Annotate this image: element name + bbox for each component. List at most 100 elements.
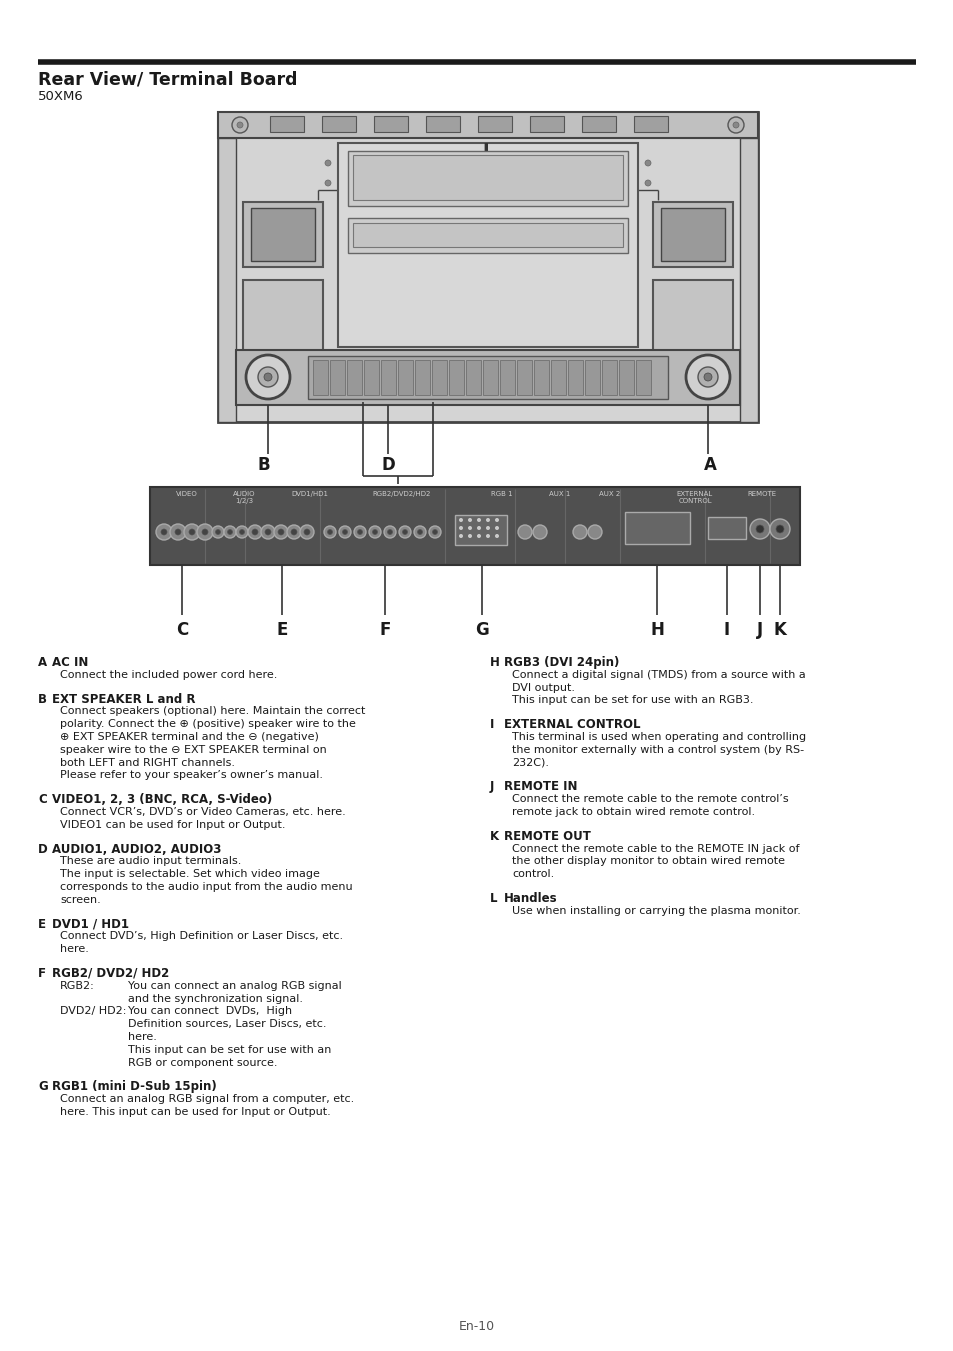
Circle shape xyxy=(485,534,490,538)
Bar xyxy=(337,143,638,347)
Text: RGB2:: RGB2: xyxy=(60,981,94,990)
Circle shape xyxy=(277,530,284,535)
Text: AUDIO1, AUDIO2, AUDIO3: AUDIO1, AUDIO2, AUDIO3 xyxy=(52,843,221,855)
Bar xyxy=(348,218,627,253)
Circle shape xyxy=(458,534,462,538)
Bar xyxy=(530,116,563,132)
Text: VIDEO: VIDEO xyxy=(176,490,197,497)
Circle shape xyxy=(727,118,743,132)
Text: A: A xyxy=(702,457,716,474)
Text: B: B xyxy=(257,457,270,474)
Bar xyxy=(477,116,512,132)
Circle shape xyxy=(327,530,333,535)
Circle shape xyxy=(769,519,789,539)
Text: I: I xyxy=(723,621,729,639)
Bar xyxy=(380,359,395,394)
Text: DVI output.: DVI output. xyxy=(512,682,575,693)
Text: Connect speakers (optional) here. Maintain the correct: Connect speakers (optional) here. Mainta… xyxy=(60,707,365,716)
Text: REMOTE: REMOTE xyxy=(746,490,776,497)
Text: ⊕ EXT SPEAKER terminal and the ⊖ (negative): ⊕ EXT SPEAKER terminal and the ⊖ (negati… xyxy=(60,732,318,742)
Bar xyxy=(348,151,627,205)
Text: L: L xyxy=(490,892,497,905)
Circle shape xyxy=(369,526,380,538)
Circle shape xyxy=(587,526,601,539)
Circle shape xyxy=(458,526,462,530)
Circle shape xyxy=(342,530,347,535)
Bar xyxy=(374,116,408,132)
Bar xyxy=(218,112,758,138)
Text: You can connect an analog RGB signal: You can connect an analog RGB signal xyxy=(128,981,341,990)
Text: Connect the included power cord here.: Connect the included power cord here. xyxy=(60,670,277,680)
Circle shape xyxy=(235,526,248,538)
Text: DVD1 / HD1: DVD1 / HD1 xyxy=(52,917,129,931)
Text: EXTERNAL
CONTROL: EXTERNAL CONTROL xyxy=(677,490,713,504)
Text: C: C xyxy=(175,621,188,639)
Circle shape xyxy=(215,530,220,535)
Bar xyxy=(426,116,459,132)
Text: Please refer to your speaker’s owner’s manual.: Please refer to your speaker’s owner’s m… xyxy=(60,770,323,781)
Text: K: K xyxy=(773,621,785,639)
Text: polarity. Connect the ⊕ (positive) speaker wire to the: polarity. Connect the ⊕ (positive) speak… xyxy=(60,719,355,730)
Circle shape xyxy=(468,517,472,521)
Circle shape xyxy=(196,524,213,540)
Text: RGB2/DVD2/HD2: RGB2/DVD2/HD2 xyxy=(373,490,431,497)
Text: 50XM6: 50XM6 xyxy=(38,91,84,103)
Text: Connect the remote cable to the remote control’s: Connect the remote cable to the remote c… xyxy=(512,794,788,804)
Text: control.: control. xyxy=(512,869,554,880)
Text: Handles: Handles xyxy=(503,892,558,905)
Text: D: D xyxy=(381,457,395,474)
Text: J: J xyxy=(490,781,494,793)
Circle shape xyxy=(265,530,271,535)
Bar xyxy=(499,359,515,394)
Circle shape xyxy=(384,526,395,538)
Text: L: L xyxy=(482,142,493,159)
Text: VIDEO1, 2, 3 (BNC, RCA, S-Video): VIDEO1, 2, 3 (BNC, RCA, S-Video) xyxy=(52,793,272,807)
Text: the monitor externally with a control system (by RS-: the monitor externally with a control sy… xyxy=(512,744,803,755)
Text: here. This input can be used for Input or Output.: here. This input can be used for Input o… xyxy=(60,1106,331,1117)
Text: Definition sources, Laser Discs, etc.: Definition sources, Laser Discs, etc. xyxy=(128,1019,326,1029)
Bar xyxy=(551,359,565,394)
Circle shape xyxy=(517,526,532,539)
Text: corresponds to the audio input from the audio menu: corresponds to the audio input from the … xyxy=(60,882,353,892)
Text: E: E xyxy=(38,917,46,931)
Bar xyxy=(636,359,650,394)
Circle shape xyxy=(287,526,301,539)
Circle shape xyxy=(224,526,235,538)
Bar xyxy=(517,359,532,394)
Text: F: F xyxy=(38,967,46,979)
Text: speaker wire to the ⊖ EXT SPEAKER terminal on: speaker wire to the ⊖ EXT SPEAKER termin… xyxy=(60,744,327,755)
Circle shape xyxy=(495,526,498,530)
Bar xyxy=(353,155,622,200)
Text: screen.: screen. xyxy=(60,894,101,905)
Text: EXT SPEAKER L and R: EXT SPEAKER L and R xyxy=(52,693,195,705)
Circle shape xyxy=(698,367,718,386)
Bar xyxy=(740,138,758,422)
Circle shape xyxy=(227,530,233,535)
Bar xyxy=(243,280,323,359)
Circle shape xyxy=(174,530,181,535)
Circle shape xyxy=(246,355,290,399)
Text: This input can be set for use with an RGB3.: This input can be set for use with an RG… xyxy=(512,696,753,705)
Text: En-10: En-10 xyxy=(458,1320,495,1333)
Circle shape xyxy=(257,367,277,386)
Text: RGB2/ DVD2/ HD2: RGB2/ DVD2/ HD2 xyxy=(52,967,169,979)
Bar xyxy=(455,515,506,544)
Bar xyxy=(150,486,800,565)
Circle shape xyxy=(749,519,769,539)
Bar xyxy=(330,359,345,394)
Bar xyxy=(347,359,361,394)
Text: VIDEO1 can be used for Input or Output.: VIDEO1 can be used for Input or Output. xyxy=(60,820,285,830)
Circle shape xyxy=(387,530,392,535)
Circle shape xyxy=(232,118,248,132)
Bar xyxy=(397,359,413,394)
Text: Rear View/ Terminal Board: Rear View/ Terminal Board xyxy=(38,70,297,88)
Circle shape xyxy=(414,526,426,538)
Text: REMOTE OUT: REMOTE OUT xyxy=(503,830,590,843)
Bar xyxy=(251,208,314,261)
Circle shape xyxy=(357,530,362,535)
Circle shape xyxy=(468,526,472,530)
Circle shape xyxy=(248,526,262,539)
Bar xyxy=(449,359,463,394)
Bar xyxy=(432,359,447,394)
Circle shape xyxy=(291,530,296,535)
